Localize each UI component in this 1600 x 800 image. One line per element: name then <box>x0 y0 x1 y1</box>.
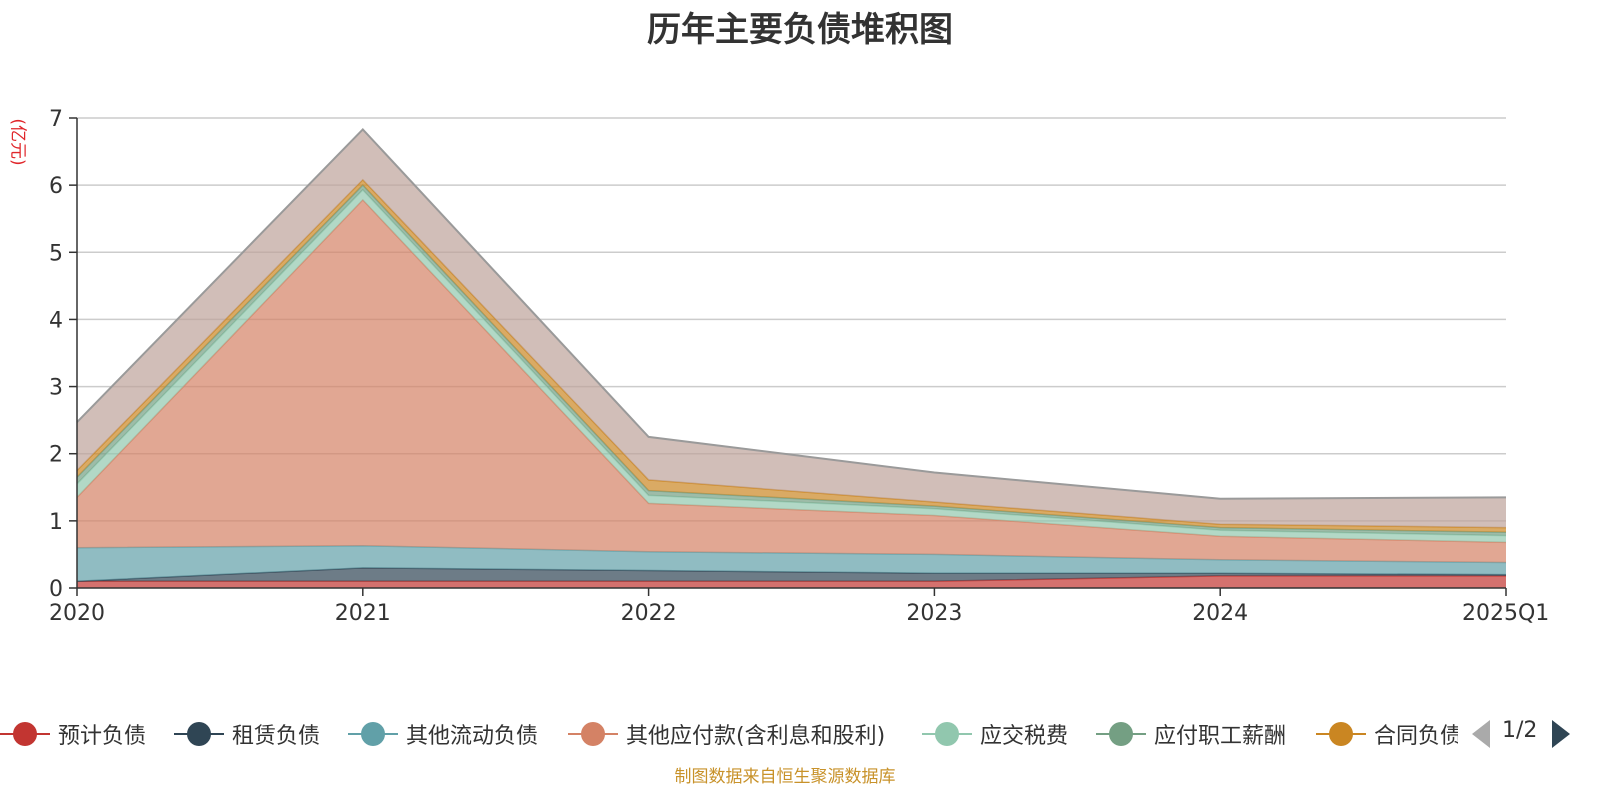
legend-marker-icon <box>1316 716 1366 752</box>
axes: 0 1 2 3 4 5 6 7 2020 2021 2022 2023 2024 2025Q1 <box>49 107 1549 626</box>
x-tick-label-2025Q1: 2025Q1 <box>1462 601 1549 626</box>
legend-label: 其他流动负债 <box>406 724 539 749</box>
legend-label: 应交税费 <box>980 724 1069 749</box>
legend-prev-page-icon[interactable] <box>1472 720 1490 748</box>
x-tick-label-2020: 2020 <box>49 601 105 626</box>
legend-item-5[interactable]: 应付职工薪酬 <box>1096 716 1286 752</box>
legend-marker-icon <box>174 716 224 752</box>
y-tick-label-5: 5 <box>49 241 63 266</box>
legend-items-viewport: 预计负债 租赁负债 其他流动负债 其他应付款(含利息和股利) 应交税费 应付职工薪酬 合同负… <box>0 716 1458 752</box>
legend-item-4[interactable]: 应交税费 <box>922 716 1068 752</box>
legend-marker-icon <box>348 716 398 752</box>
chart-title: 历年主要负债堆积图 <box>647 10 953 50</box>
y-tick-label-0: 0 <box>49 577 63 602</box>
legend-item-2[interactable]: 其他流动负债 <box>348 716 538 752</box>
area-series-2 <box>77 545 1506 582</box>
area-series-3 <box>77 199 1506 563</box>
area-series-layer <box>76 127 1507 588</box>
y-tick-label-7: 7 <box>49 107 63 132</box>
legend-item-1[interactable]: 租赁负债 <box>174 716 320 752</box>
y-tick-label-1: 1 <box>49 510 63 535</box>
area-series-line-7 <box>76 127 1507 500</box>
legend-marker-icon <box>922 716 972 752</box>
legend-marker-icon <box>1096 716 1146 752</box>
legend: 预计负债 租赁负债 其他流动负债 其他应付款(含利息和股利) 应交税费 应付职工薪酬 合同负… <box>0 716 1600 752</box>
data-source-note: 制图数据来自恒生聚源数据库 <box>674 767 896 787</box>
legend-label: 应付职工薪酬 <box>1154 724 1287 749</box>
legend-label: 其他应付款(含利息和股利) <box>626 724 886 749</box>
legend-marker-icon <box>0 716 50 752</box>
legend-label: 预计负债 <box>58 724 147 749</box>
x-tick-label-2023: 2023 <box>906 601 962 626</box>
area-series-1 <box>77 567 1506 582</box>
legend-item-3[interactable]: 其他应付款(含利息和股利) <box>568 716 885 752</box>
legend-label: 租赁负债 <box>232 724 321 749</box>
legend-page-indicator: 1/2 <box>1502 718 1538 743</box>
legend-next-page-icon[interactable] <box>1552 720 1570 748</box>
stacked-area-chart: 0 1 2 3 4 5 6 7 2020 2021 2022 2023 2024 2025Q1 <box>49 107 1549 626</box>
legend-item-0[interactable]: 预计负债 <box>0 716 146 752</box>
legend-label: 合同负债 <box>1374 724 1458 749</box>
area-series-7 <box>77 129 1506 528</box>
y-tick-label-3: 3 <box>49 376 63 401</box>
legend-item-6[interactable]: 合同负债 <box>1316 716 1458 752</box>
y-tick-label-4: 4 <box>49 308 63 333</box>
legend-pager: 1/2 <box>1472 716 1600 752</box>
legend-marker-icon <box>568 716 618 752</box>
y-tick-label-6: 6 <box>49 174 63 199</box>
x-tick-label-2021: 2021 <box>335 601 391 626</box>
y-tick-label-2: 2 <box>49 443 63 468</box>
x-tick-label-2024: 2024 <box>1192 601 1248 626</box>
x-tick-label-2022: 2022 <box>621 601 677 626</box>
